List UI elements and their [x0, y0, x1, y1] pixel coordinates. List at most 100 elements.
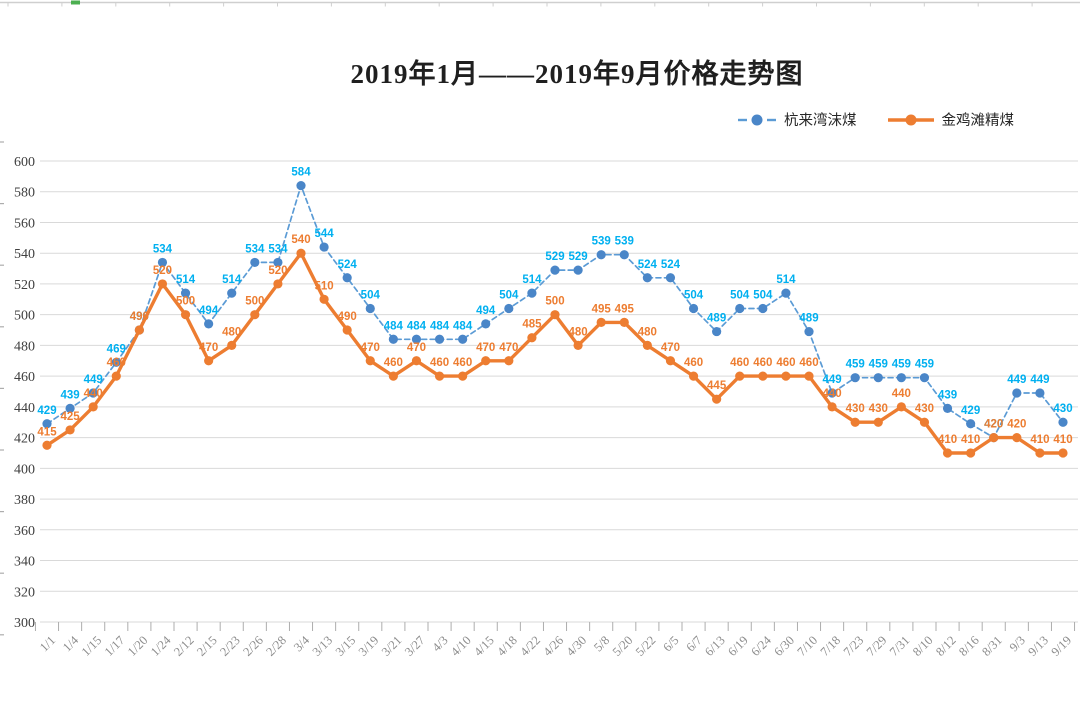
chart-legend: 杭来湾沫煤 金鸡滩精煤 [737, 109, 1014, 130]
x-tick-label: 4/22 [517, 633, 543, 659]
series-markers [42, 248, 1068, 458]
data-label: 460 [753, 357, 772, 369]
data-label: 449 [1007, 374, 1026, 386]
data-point [758, 303, 768, 314]
y-tick-label: 480 [14, 339, 35, 354]
x-tick-label: 8/31 [979, 633, 1005, 659]
data-label: 500 [176, 296, 195, 308]
y-tick-label: 540 [14, 247, 35, 262]
data-point [273, 279, 283, 289]
data-point [296, 248, 306, 258]
data-label: 459 [869, 359, 888, 371]
data-label: 460 [799, 357, 818, 369]
data-label: 484 [453, 320, 473, 332]
data-label: 504 [361, 290, 381, 302]
data-point [273, 257, 283, 268]
y-tick-label: 320 [14, 585, 35, 600]
x-tick-label: 4/18 [494, 633, 520, 659]
data-label: 504 [753, 290, 773, 302]
data-point [619, 317, 629, 327]
data-label: 439 [938, 389, 957, 401]
data-label: 489 [799, 313, 818, 325]
data-label: 430 [1053, 403, 1072, 415]
y-tick-label: 560 [14, 216, 35, 231]
data-point [596, 317, 606, 327]
x-tick-label: 5/20 [610, 633, 636, 659]
data-point [65, 403, 75, 414]
data-label: 460 [453, 357, 472, 369]
data-label: 470 [661, 342, 680, 354]
data-point [827, 402, 837, 412]
x-tick-label: 8/12 [933, 633, 959, 659]
y-tick-label: 500 [14, 309, 35, 324]
data-label: 440 [892, 388, 911, 400]
data-point [896, 402, 906, 412]
data-label: 459 [892, 359, 911, 371]
x-tick-label: 6/30 [771, 633, 797, 659]
data-label: 415 [37, 426, 57, 438]
data-label: 504 [499, 290, 519, 302]
data-point [157, 257, 168, 268]
data-point [365, 303, 375, 314]
x-tick-label: 9/3 [1007, 633, 1028, 654]
data-point [989, 433, 999, 443]
data-label: 440 [84, 388, 103, 400]
data-label: 540 [291, 234, 310, 246]
x-tick-label: 6/24 [748, 633, 774, 659]
data-point [735, 303, 745, 314]
x-tick-label: 2/12 [171, 633, 197, 659]
data-point [481, 356, 491, 366]
data-point [873, 373, 883, 383]
x-tick-label: 3/15 [333, 633, 359, 659]
x-tick-label: 7/10 [794, 633, 820, 659]
data-point [504, 356, 514, 366]
data-point [642, 340, 652, 350]
data-label: 460 [384, 357, 403, 369]
data-label: 449 [822, 374, 841, 386]
y-tick-label: 460 [14, 370, 35, 385]
x-tick-label: 6/19 [725, 633, 751, 659]
data-point [827, 388, 837, 398]
x-tick-label: 7/29 [864, 633, 890, 659]
data-label: 534 [268, 243, 288, 255]
data-label: 484 [407, 320, 427, 332]
data-point [180, 310, 191, 320]
x-tick-label: 3/21 [379, 633, 405, 659]
data-label: 439 [60, 389, 79, 401]
data-point [388, 371, 398, 381]
data-label: 514 [522, 274, 542, 286]
data-label: 494 [199, 305, 219, 317]
y-tick-label: 440 [14, 401, 35, 416]
data-point [111, 371, 121, 381]
data-point [573, 340, 583, 350]
data-label: 459 [915, 359, 934, 371]
data-point [712, 394, 722, 404]
legend-label: 金鸡滩精煤 [941, 113, 1015, 129]
data-point [157, 279, 168, 289]
data-point [88, 402, 98, 412]
data-point [250, 257, 260, 268]
data-label: 490 [130, 311, 149, 323]
data-point [919, 417, 930, 427]
data-point [204, 356, 214, 366]
x-tick-label: 6/5 [660, 633, 681, 654]
data-point [919, 373, 930, 383]
data-label: 420 [984, 419, 1003, 431]
data-label: 425 [60, 411, 80, 423]
y-tick-label: 300 [14, 616, 35, 631]
x-tick-label: 4/15 [471, 633, 497, 659]
data-label: 469 [107, 343, 126, 355]
legend-item-hanglaiwan[interactable]: 杭来湾沫煤 [737, 109, 857, 130]
legend-item-jinjitan[interactable]: 金鸡滩精煤 [887, 109, 1015, 130]
data-label: 539 [615, 236, 634, 248]
data-point [481, 319, 491, 329]
data-point [204, 319, 214, 329]
data-label: 410 [1053, 434, 1072, 446]
x-axis-labels: 1/1 1/41/151/171/201/242/122/152/232/262/… [37, 633, 1074, 659]
data-label: 494 [476, 305, 496, 317]
data-point [342, 325, 352, 335]
